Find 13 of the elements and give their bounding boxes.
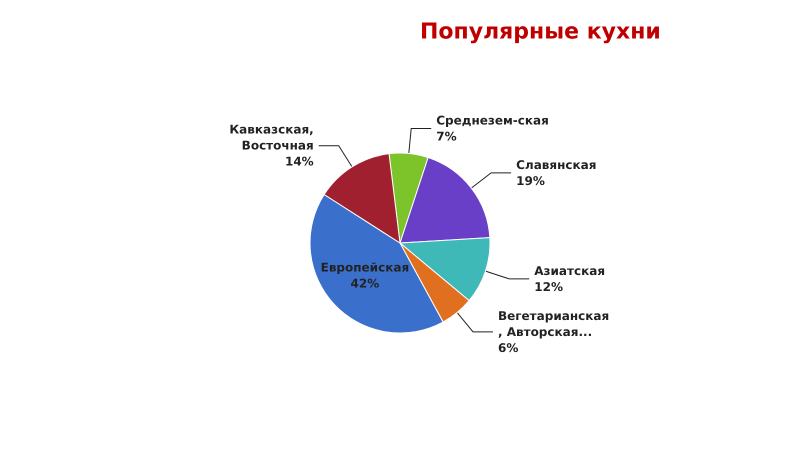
data-label: 14%	[284, 154, 314, 169]
slice-label: Славянская	[516, 158, 596, 172]
data-label: 6%	[498, 340, 518, 355]
slice-label: Вегетарианская , Авторская...	[498, 308, 610, 339]
slice-label: Среднезем-ская	[436, 114, 549, 128]
data-label: 7%	[436, 130, 457, 144]
chart-title: Популярные кухни	[420, 20, 661, 44]
data-label: 19%	[516, 174, 545, 188]
slice-label: Кавказская, Восточная	[229, 122, 314, 153]
data-label: 42%	[350, 276, 380, 291]
slice-label: Европейская	[320, 260, 410, 275]
data-label: 12%	[534, 280, 563, 294]
slice-label: Азиатская	[534, 264, 606, 278]
